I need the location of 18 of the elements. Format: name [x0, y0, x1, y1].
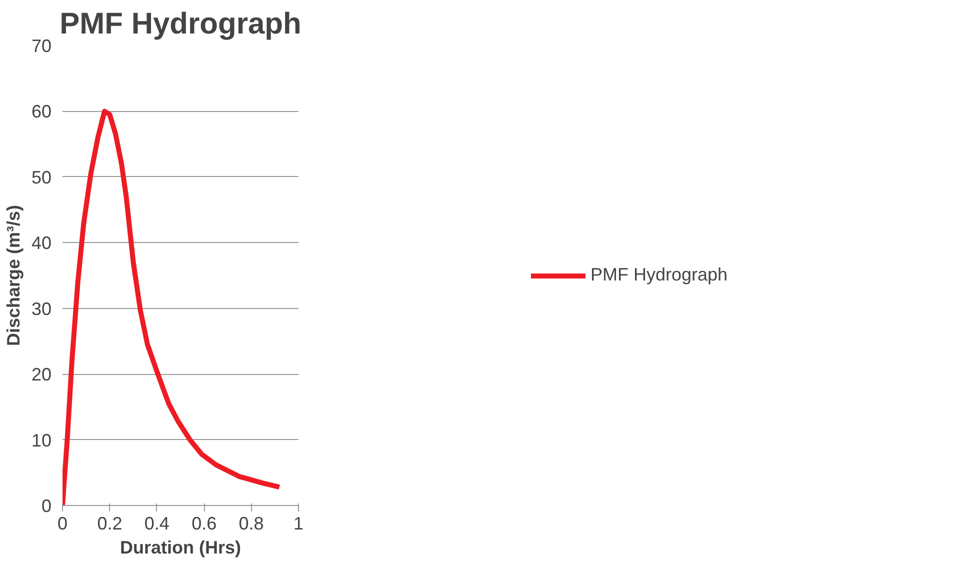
x-tick-label: 0.8: [238, 514, 264, 534]
chart-title: PMF Hydrograph: [60, 8, 302, 40]
y-tick-label: 0: [41, 496, 52, 516]
x-tick-label: 0: [57, 514, 68, 534]
y-tick-label: 60: [31, 102, 52, 122]
y-tick-label: 50: [31, 167, 52, 188]
x-tick-label: 1: [293, 514, 304, 534]
y-tick-label: 20: [31, 364, 52, 385]
x-tick-label: 0.4: [144, 514, 170, 534]
legend-label: PMF Hydrograph: [590, 264, 728, 286]
y-tick-label: 10: [31, 430, 52, 450]
x-tick-label: 0.2: [97, 514, 122, 534]
x-tick-label: 0.6: [192, 514, 217, 534]
y-tick-label: 30: [31, 298, 52, 319]
y-axis-title: Discharge (m³/s): [3, 204, 24, 346]
x-axis-title: Duration (Hrs): [120, 538, 242, 558]
y-tick-label: 70: [31, 36, 52, 56]
y-tick-label: 40: [31, 233, 52, 254]
